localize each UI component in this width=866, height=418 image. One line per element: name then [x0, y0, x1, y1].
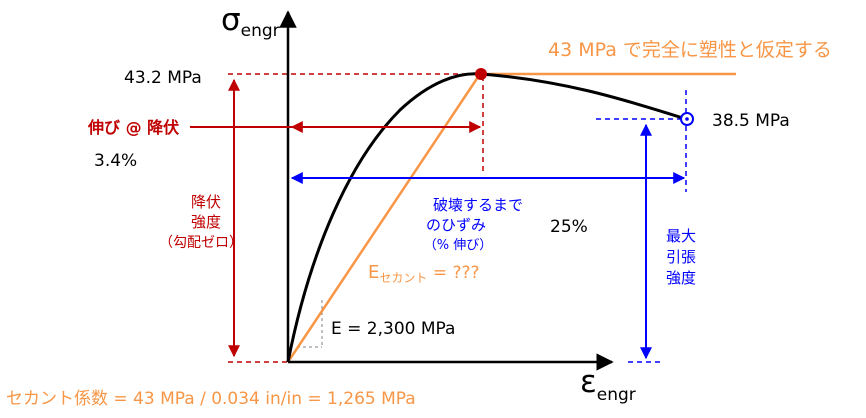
fracture-marker-center: [685, 117, 689, 121]
end-stress-label: 38.5 MPa: [712, 111, 790, 131]
fracture-strain-label-1: 破壊するまで: [433, 196, 523, 214]
plastic-assumption-label: 43 MPa で完全に塑性と仮定する: [548, 39, 832, 61]
secant-formula: セカント係数 = 43 MPa / 0.034 in/in = 1,265 MP…: [6, 389, 416, 409]
fracture-strain-label-2: のひずみ: [426, 216, 486, 234]
uts-label-2: 引張: [666, 248, 696, 266]
uts-label-3: 強度: [666, 269, 696, 287]
y-axis-label: σengr: [221, 2, 280, 41]
yield-strength-label-3: （勾配ゼロ）: [159, 235, 243, 251]
elongation-at-yield-value: 3.4%: [94, 151, 137, 171]
peak-marker: [475, 68, 487, 80]
fracture-strain-value: 25%: [550, 217, 588, 237]
secant-line: [286, 73, 482, 363]
stress-strain-curve: [286, 72, 687, 363]
secant-modulus-label: Eセカント = ???: [368, 262, 480, 285]
elastic-modulus-label: E = 2,300 MPa: [331, 319, 455, 339]
yield-strength-label-1: 降伏: [191, 193, 221, 211]
peak-stress-label: 43.2 MPa: [124, 68, 202, 88]
x-axis-label: εengr: [580, 364, 636, 405]
uts-label-1: 最大: [666, 227, 696, 245]
fracture-strain-label-3: （% 伸び）: [424, 238, 493, 253]
yield-strength-label-2: 強度: [191, 213, 221, 231]
elongation-at-yield-label: 伸び @ 降伏: [87, 118, 179, 137]
